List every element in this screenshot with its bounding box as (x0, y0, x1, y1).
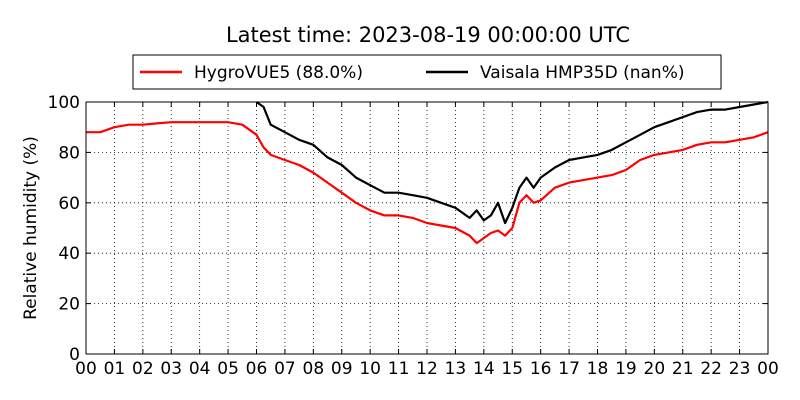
x-tick-label: 00 (75, 359, 97, 379)
y-tick-label: 20 (58, 295, 80, 315)
x-tick-label: 21 (672, 359, 694, 379)
x-tick-label: 10 (359, 359, 381, 379)
legend-label-hygrovue5: HygroVUE5 (88.0%) (194, 63, 363, 83)
x-tick-label: 15 (501, 359, 523, 379)
x-tick-label: 08 (303, 359, 325, 379)
x-tick-label: 05 (217, 359, 239, 379)
x-tick-label: 06 (246, 359, 268, 379)
ticks: 00 01 02 03 04 05 06 07 08 09 10 11 12 13 14 15 16 17 18 19… (48, 93, 779, 379)
plot-frame (85, 101, 769, 355)
x-tick-label: 14 (473, 359, 495, 379)
x-tick-label: 22 (700, 359, 722, 379)
x-tick-label: 13 (445, 359, 467, 379)
y-tick-label: 60 (58, 194, 80, 214)
x-tick-label: 09 (331, 359, 353, 379)
y-tick-label: 100 (48, 93, 80, 113)
x-tick-label: 03 (160, 359, 182, 379)
y-axis-label: Relative humidity (%) (21, 136, 41, 320)
x-tick-label: 00 (757, 359, 779, 379)
y-tick-label: 80 (58, 143, 80, 163)
x-tick-label: 12 (416, 359, 438, 379)
series-line-1 (255, 100, 769, 225)
x-tick-label: 18 (587, 359, 609, 379)
y-tick-label: 0 (69, 345, 80, 365)
x-tick-label: 23 (729, 359, 751, 379)
x-tick-label: 16 (530, 359, 552, 379)
chart-title: Latest time: 2023-08-19 00:00:00 UTC (226, 23, 630, 47)
x-tick-label: 19 (615, 359, 637, 379)
x-tick-label: 04 (189, 359, 211, 379)
y-tick-label: 40 (58, 244, 80, 264)
legend: HygroVUE5 (88.0%) Vaisala HMP35D (nan%) (132, 54, 722, 90)
x-tick-label: 17 (558, 359, 580, 379)
x-tick-label: 20 (644, 359, 666, 379)
grid (86, 102, 768, 354)
x-tick-label: 01 (104, 359, 126, 379)
series-group (86, 100, 769, 245)
x-tick-label: 07 (274, 359, 296, 379)
legend-label-vaisala: Vaisala HMP35D (nan%) (480, 63, 684, 83)
series-line-0 (86, 121, 769, 245)
x-tick-label: 02 (132, 359, 154, 379)
x-tick-label: 11 (388, 359, 410, 379)
